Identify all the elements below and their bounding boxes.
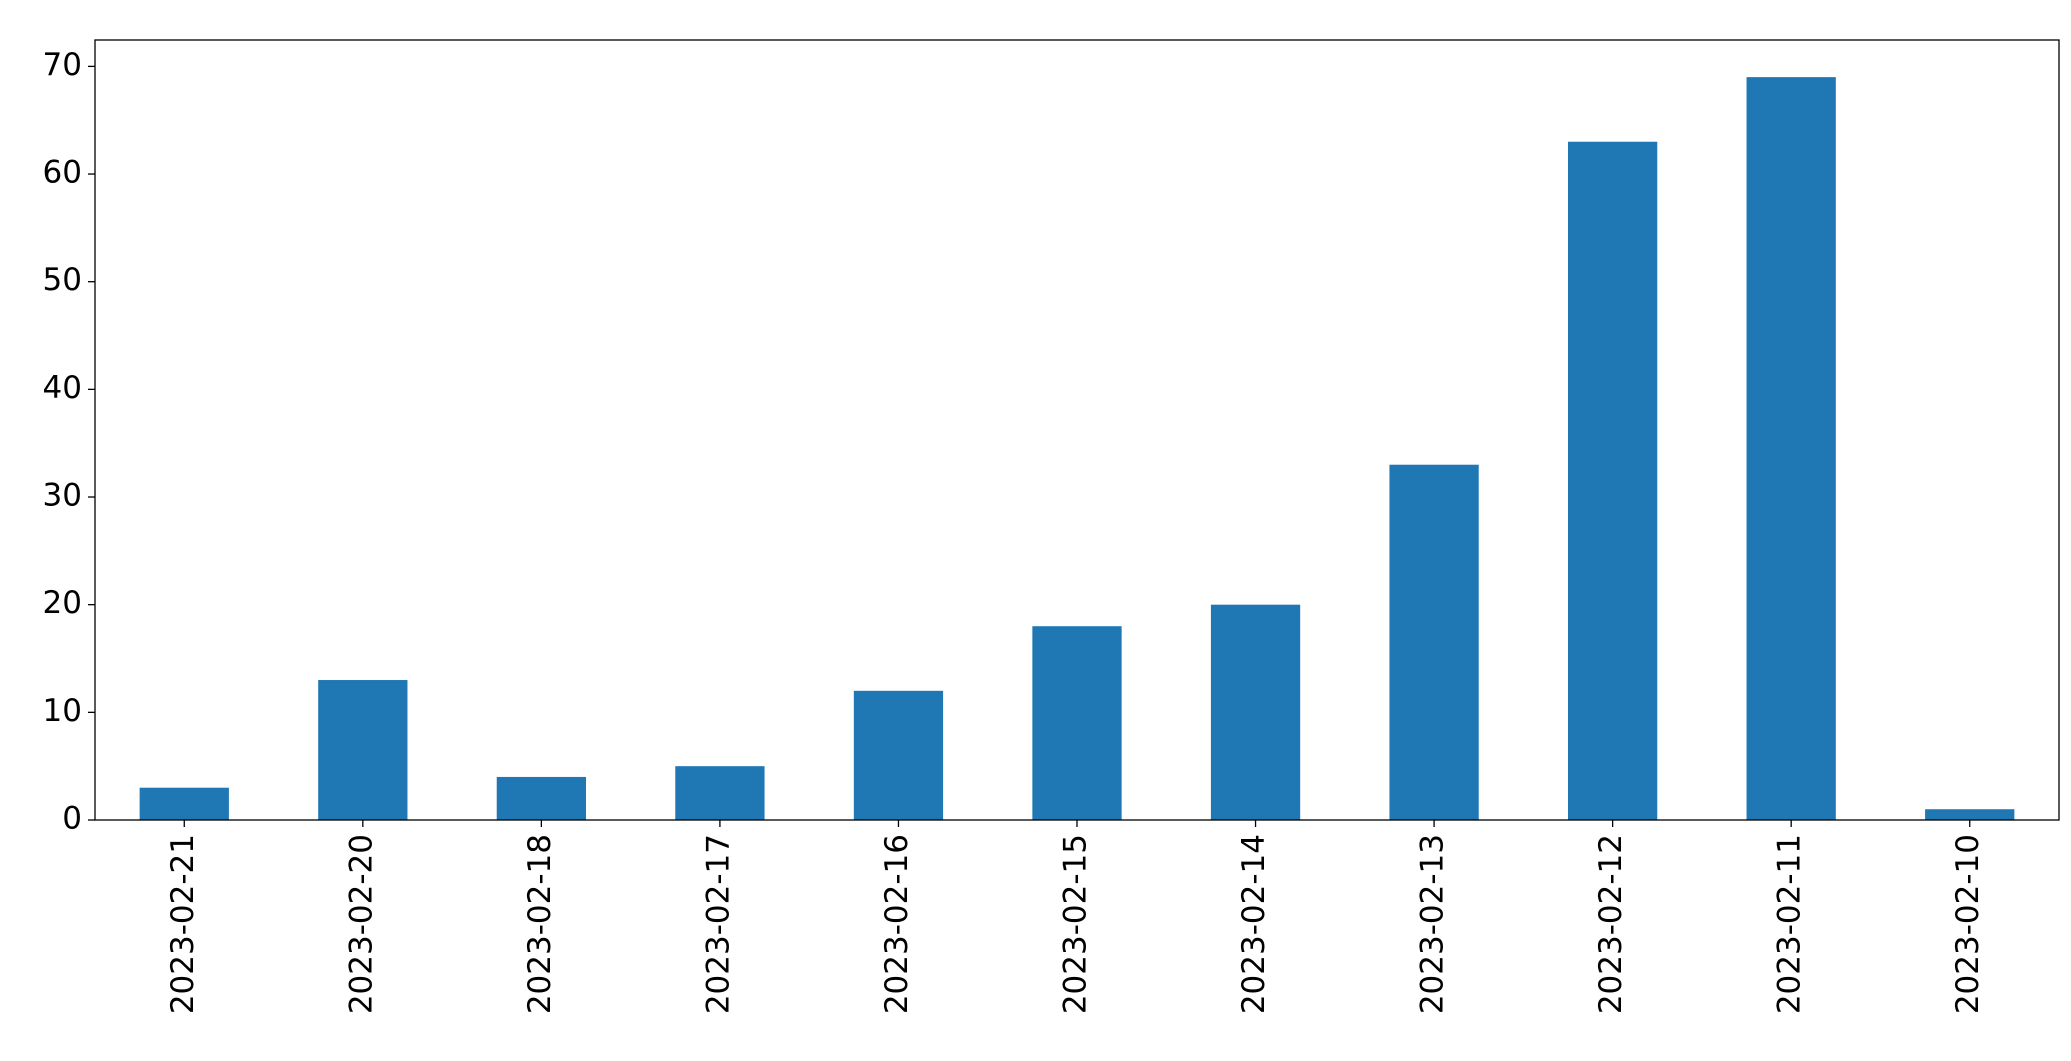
x-tick-label: 2023-02-10	[1950, 834, 1986, 1014]
bar	[496, 776, 586, 820]
x-tick-label: 2023-02-13	[1415, 834, 1451, 1014]
x-tick-label: 2023-02-15	[1058, 834, 1094, 1014]
x-tick-label: 2023-02-18	[522, 834, 558, 1014]
x-tick-label: 2023-02-12	[1593, 834, 1629, 1014]
bar	[853, 690, 944, 820]
y-tick-label: 70	[43, 47, 82, 83]
x-tick-label: 2023-02-21	[165, 834, 201, 1014]
bar	[1210, 604, 1301, 820]
bar	[1568, 141, 1658, 820]
y-tick-label: 0	[62, 801, 82, 837]
x-tick-label: 2023-02-14	[1236, 834, 1272, 1014]
bar	[318, 680, 408, 820]
y-tick-label: 30	[43, 478, 82, 514]
bar	[1925, 809, 2015, 820]
y-tick-label: 40	[43, 370, 82, 406]
x-tick-label: 2023-02-17	[700, 834, 736, 1014]
y-tick-label: 10	[43, 693, 82, 729]
bar	[139, 787, 229, 820]
x-tick-label: 2023-02-16	[879, 834, 915, 1014]
y-tick-label: 20	[43, 585, 82, 621]
x-tick-label: 2023-02-11	[1772, 834, 1808, 1014]
bar	[1032, 626, 1122, 820]
y-tick-label: 60	[43, 155, 82, 191]
bar	[1389, 464, 1479, 820]
bar	[1746, 77, 1836, 820]
x-tick-label: 2023-02-20	[343, 834, 379, 1014]
plot-frame	[94, 39, 2060, 821]
y-tick-label: 50	[43, 262, 82, 298]
bar	[675, 766, 765, 820]
